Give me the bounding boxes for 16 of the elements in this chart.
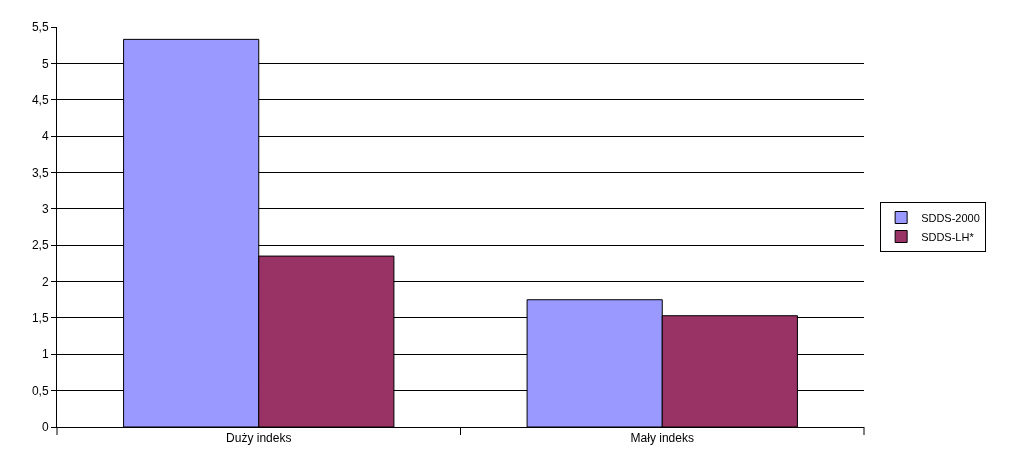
y-tick-label: 4,5 bbox=[31, 92, 49, 107]
x-tick-label: Mały indeks bbox=[630, 431, 694, 446]
y-tick-label: 3 bbox=[41, 202, 49, 217]
y-tick-label: 3,5 bbox=[31, 165, 49, 180]
y-tick-label: 4 bbox=[41, 129, 49, 144]
y-tick-label: 1 bbox=[41, 347, 49, 362]
y-tick-label: 2,5 bbox=[31, 238, 49, 253]
y-tick-label: 0 bbox=[41, 420, 49, 435]
y-tick-label: 1,5 bbox=[31, 311, 49, 326]
y-tick-label: 0,5 bbox=[31, 383, 49, 398]
legend-label: SDDS-2000 bbox=[921, 211, 980, 224]
y-tick-label: 5 bbox=[41, 56, 49, 71]
x-tick-label: Duży indeks bbox=[226, 431, 292, 446]
legend-label: SDDS-LH* bbox=[921, 230, 975, 243]
y-tick-label: 5,5 bbox=[31, 20, 49, 35]
y-tick-label: 2 bbox=[41, 274, 49, 289]
